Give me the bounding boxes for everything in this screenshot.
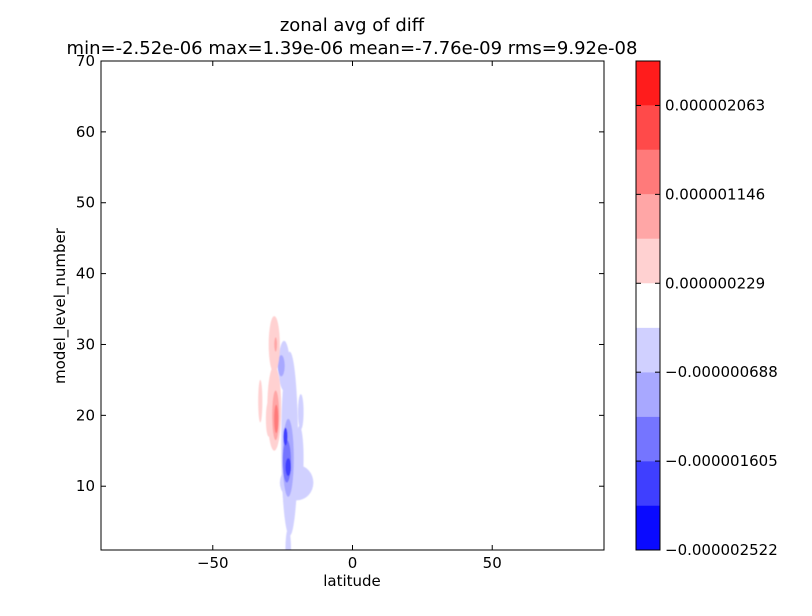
contour-region [265,401,272,437]
contour-region [283,427,288,446]
colorbar-segment [636,194,660,239]
x-tick-label: 50 [483,554,502,572]
y-tick-label: 40 [76,265,95,283]
contour-region [277,355,285,377]
colorbar-frame [635,60,661,551]
contour-region [285,458,292,476]
colorbar-segment [636,461,660,506]
colorbar-ticks: 0.000002063 0.000001146 0.000000229 −0.0000… [636,96,778,559]
y-tick-label: 20 [76,406,95,424]
colorbar-tick-label: 0.000001146 [665,185,765,203]
colorbar-tick-label: −0.000001605 [665,452,778,470]
x-axis-label: latitude [323,572,381,590]
colorbar-tick-label: −0.000000688 [665,363,778,381]
y-tick-label: 50 [76,194,95,212]
colorbar [635,60,661,551]
plot-area [101,61,604,550]
y-axis-label: model_level_number [51,227,70,384]
colorbar-segment [636,149,660,195]
colorbar-segment [636,105,660,150]
contour-region [258,379,263,423]
colorbar-segment [636,61,660,106]
y-tick-label: 60 [76,123,95,141]
colorbar-segment [636,238,660,284]
y-tick-label: 10 [76,477,95,495]
chart-title: zonal avg of diff [280,15,425,36]
contour-region [298,394,304,430]
y-tick-label: 70 [76,52,95,70]
x-axis: −50 0 50 [197,61,502,572]
contour-region [274,337,278,352]
contour-region [274,404,279,434]
colorbar-segment [636,505,660,550]
x-tick-label: 0 [348,554,358,572]
colorbar-segment [636,416,660,462]
colorbar-segment [636,372,660,417]
x-tick-label: −50 [197,554,229,572]
contour-fill-group [258,316,314,550]
colorbar-tick-label: 0.000000229 [665,274,765,292]
colorbar-segment [636,283,660,328]
colorbar-tick-label: −0.000002522 [665,541,778,559]
contour-region [295,425,304,490]
y-axis: 10 20 30 40 50 60 70 [76,52,604,495]
colorbar-segment [636,327,660,373]
chart-subtitle: min=-2.52e-06 max=1.39e-06 mean=-7.76e-0… [67,38,638,59]
contour-region [285,528,292,550]
y-tick-label: 30 [76,335,95,353]
colorbar-tick-label: 0.000002063 [665,96,765,114]
